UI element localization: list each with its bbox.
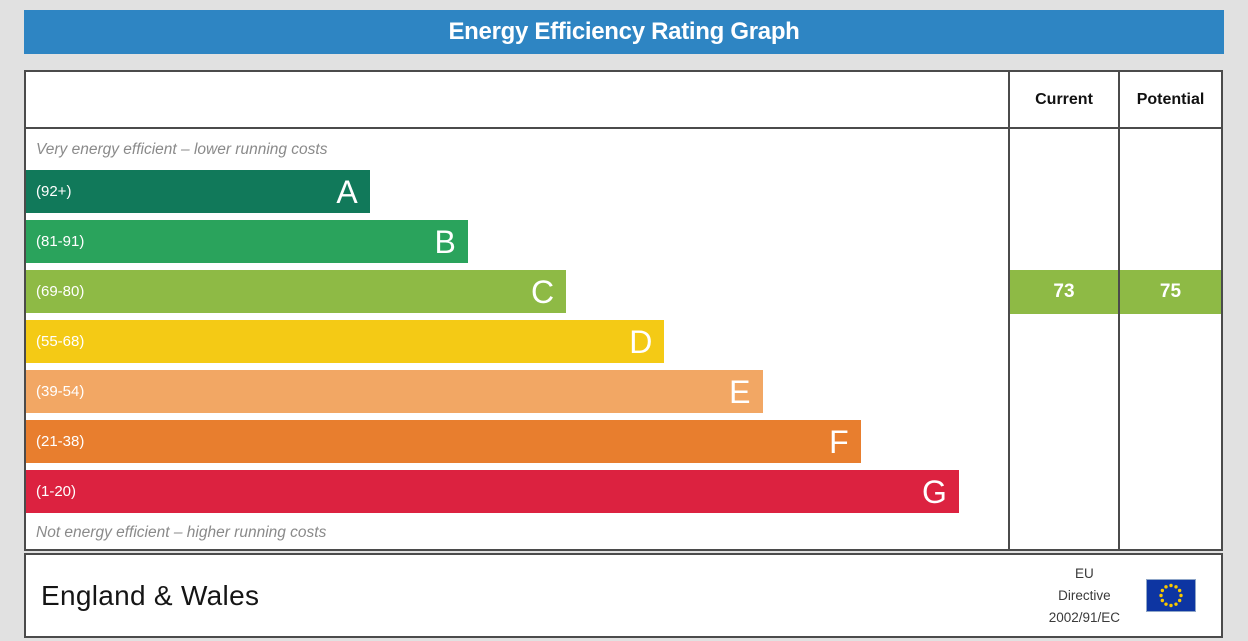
band-row-f: (21-38) F <box>26 420 1008 470</box>
band-letter: D <box>629 323 653 360</box>
band-row-b: (81-91) B <box>26 220 1008 270</box>
band-letter: G <box>922 473 947 510</box>
band-row-d: (55-68) D <box>26 320 1008 370</box>
region-label: England & Wales <box>41 579 260 611</box>
band-range-label: (1-20) <box>36 483 77 500</box>
band-bar-d: (55-68) D <box>26 320 665 363</box>
table-body-row: Very energy efficient – lower running co… <box>26 129 1221 549</box>
band-range-label: (55-68) <box>36 333 85 350</box>
band-bar-c: (69-80) C <box>26 270 567 313</box>
page-title: Energy Efficiency Rating Graph <box>24 10 1224 54</box>
table-header-row: Current Potential <box>26 72 1221 129</box>
band-range-label: (92+) <box>36 183 72 200</box>
band-range-label: (69-80) <box>36 283 85 300</box>
band-range-label: (21-38) <box>36 433 85 450</box>
bottom-caption: Not energy efficient – higher running co… <box>36 524 327 541</box>
band-bar-e: (39-54) E <box>26 370 763 413</box>
band-range-label: (81-91) <box>36 233 85 250</box>
eu-flag-icon <box>1146 579 1196 612</box>
rating-bands-chart: Very energy efficient – lower running co… <box>26 129 1008 549</box>
band-bars-container: (92+) A (81-91) B (69-80) C (55-68) D (39-54) E (2… <box>26 170 1008 520</box>
band-bar-g: (1-20) G <box>26 470 959 513</box>
footer: England & Wales EU Directive 2002/91/EC <box>24 553 1223 638</box>
band-letter: A <box>336 173 358 210</box>
band-row-c: (69-80) C <box>26 270 1008 320</box>
column-header-current: Current <box>1008 72 1118 127</box>
band-row-a: (92+) A <box>26 170 1008 220</box>
current-rating-column: 73 <box>1008 129 1118 549</box>
band-row-g: (1-20) G <box>26 470 1008 520</box>
band-bar-a: (92+) A <box>26 170 370 213</box>
potential-rating-value: 75 <box>1120 270 1221 314</box>
potential-rating-column: 75 <box>1118 129 1221 549</box>
energy-rating-table: Current Potential Very energy efficient … <box>24 70 1223 551</box>
band-range-label: (39-54) <box>36 383 85 400</box>
band-bar-b: (81-91) B <box>26 220 468 263</box>
top-caption: Very energy efficient – lower running co… <box>36 141 328 158</box>
band-row-e: (39-54) E <box>26 370 1008 420</box>
header-spacer-cell <box>26 72 1008 127</box>
band-letter: E <box>729 373 751 410</box>
band-letter: C <box>530 273 555 310</box>
band-bar-f: (21-38) F <box>26 420 861 463</box>
eu-directive-text: EU Directive 2002/91/EC <box>1048 565 1120 625</box>
column-header-potential: Potential <box>1118 72 1221 127</box>
current-rating-value: 73 <box>1010 270 1118 314</box>
band-letter: B <box>434 223 456 260</box>
band-letter: F <box>829 423 849 460</box>
